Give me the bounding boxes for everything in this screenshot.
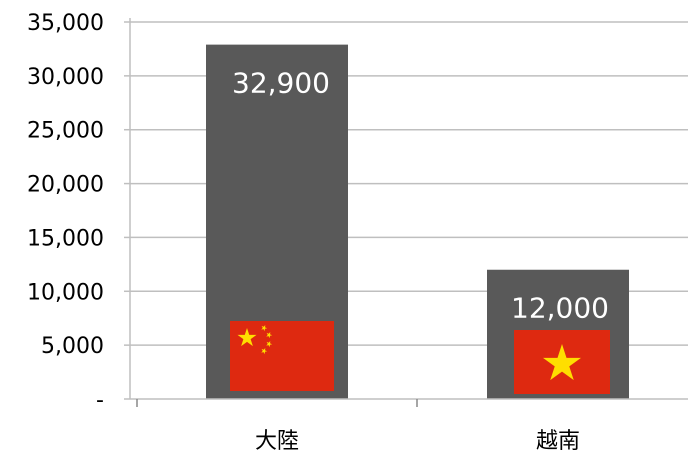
china-flag-icon: [230, 321, 334, 391]
y-tick-label: -: [96, 388, 104, 413]
y-tick-label: 15,000: [27, 226, 104, 251]
y-tick-label: 30,000: [27, 65, 104, 90]
y-tick-label: 20,000: [27, 173, 104, 198]
category-label: 越南: [536, 429, 580, 454]
bars: 32,900 12,000: [206, 44, 629, 400]
y-tick-label: 35,000: [27, 11, 104, 36]
y-tick-label: 25,000: [27, 119, 104, 144]
category-label: 大陸: [255, 429, 299, 454]
axes: [129, 18, 688, 407]
y-tick-labels: - 5,000 10,000 15,000 20,000 25,000 30,000 35,0…: [27, 11, 104, 413]
category-labels: 大陸 越南: [255, 429, 580, 454]
data-label: 32,900: [232, 67, 330, 100]
data-label: 12,000: [511, 292, 609, 325]
y-tick-label: 10,000: [27, 280, 104, 305]
vietnam-flag-icon: [514, 330, 610, 394]
y-tick-label: 5,000: [41, 334, 104, 359]
